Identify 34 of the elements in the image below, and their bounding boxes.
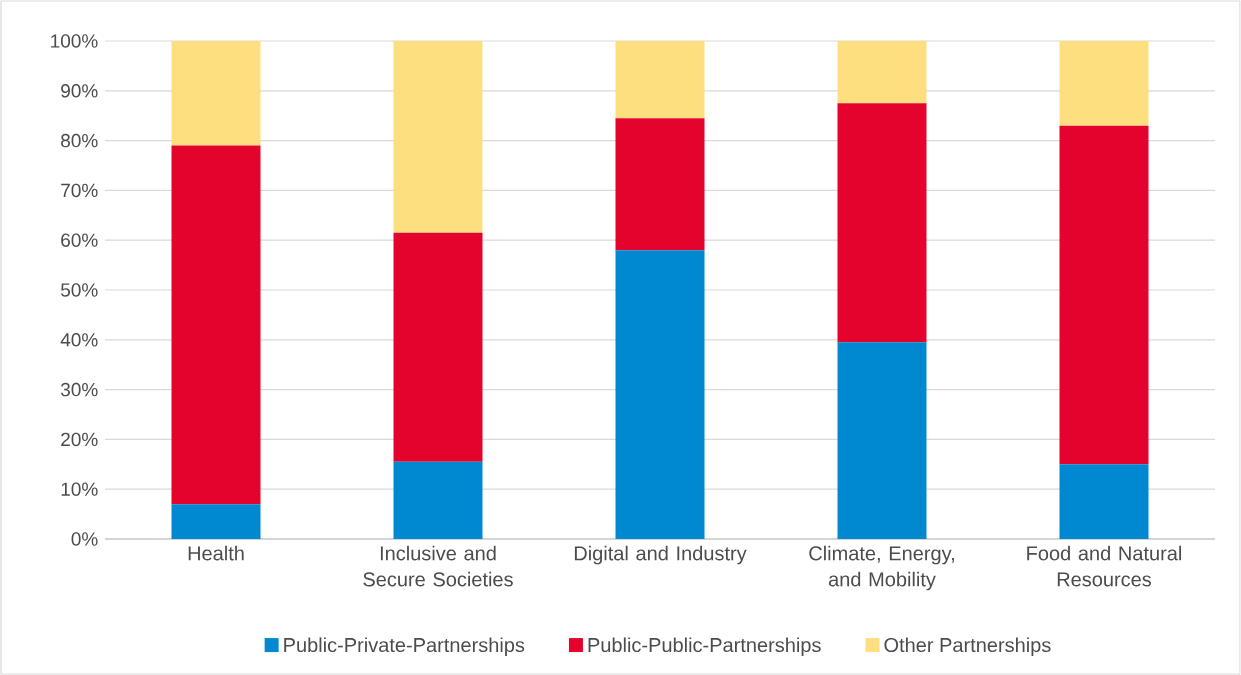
x-tick-label: Food and Natural Resources bbox=[1027, 545, 1181, 587]
bar bbox=[171, 504, 261, 539]
y-tick-label: 30% bbox=[60, 382, 98, 397]
x-tick-label: Health bbox=[188, 545, 244, 561]
bar bbox=[615, 250, 705, 539]
y-tick-label: 60% bbox=[61, 233, 98, 247]
bar bbox=[615, 118, 705, 251]
y-tick-label: 100% bbox=[51, 34, 98, 48]
legend-label: Public-Private-Partnerships bbox=[284, 637, 525, 657]
bar bbox=[393, 232, 483, 462]
x-tick-label: Inclusive and Secure Societies bbox=[363, 545, 513, 587]
x-tick-label: Climate, Energy, and Mobility bbox=[809, 545, 954, 591]
bar bbox=[837, 103, 927, 343]
legend-label: Other Partnerships bbox=[884, 637, 1051, 657]
bar bbox=[171, 145, 261, 505]
bar bbox=[393, 41, 483, 233]
bar bbox=[1059, 464, 1149, 539]
y-tick-label: 0% bbox=[71, 532, 98, 546]
bar bbox=[393, 461, 483, 539]
y-tick-label: 40% bbox=[60, 333, 98, 347]
legend-label: Public-Public-Partnerships bbox=[588, 637, 821, 657]
y-tick-label: 20% bbox=[61, 432, 98, 447]
y-tick-label: 10% bbox=[61, 482, 98, 496]
y-tick-label: 50% bbox=[61, 283, 98, 297]
bar bbox=[1059, 125, 1149, 465]
bar bbox=[837, 41, 927, 104]
bar bbox=[615, 41, 705, 119]
bar bbox=[1059, 41, 1149, 126]
x-tick-label: Digital and Industry bbox=[574, 545, 747, 565]
bar bbox=[837, 342, 927, 539]
y-tick-label: 90% bbox=[61, 84, 98, 98]
y-tick-label: 80% bbox=[61, 133, 98, 148]
y-tick-label: 70% bbox=[61, 183, 98, 198]
bar bbox=[171, 41, 261, 146]
